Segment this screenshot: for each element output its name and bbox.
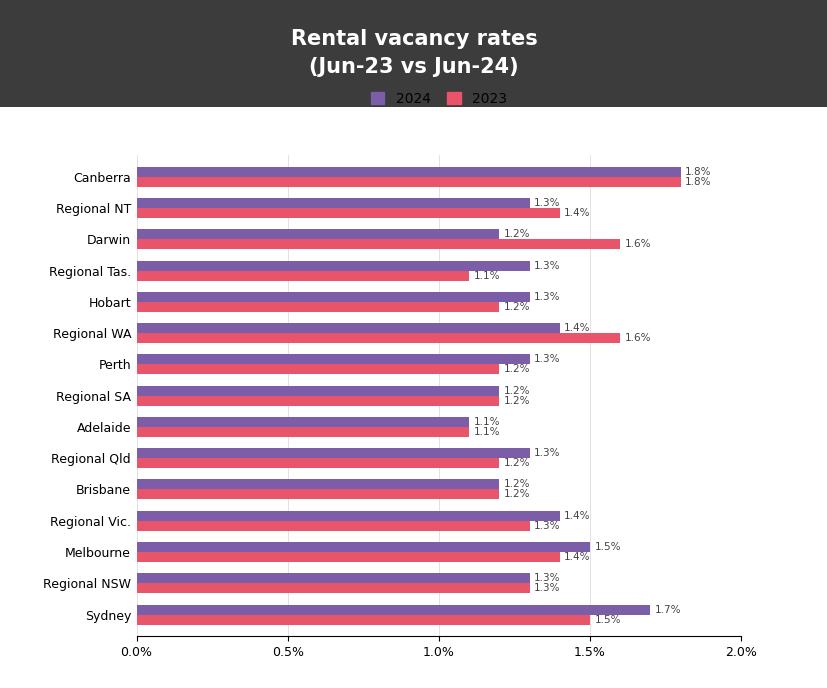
Text: 1.3%: 1.3% (533, 354, 560, 365)
Text: 1.3%: 1.3% (533, 261, 560, 270)
Text: 1.3%: 1.3% (533, 292, 560, 302)
Text: Rental vacancy rates
(Jun-23 vs Jun-24): Rental vacancy rates (Jun-23 vs Jun-24) (290, 30, 537, 77)
Bar (136, 365, 499, 374)
Text: 1.1%: 1.1% (473, 417, 500, 427)
Text: 1.2%: 1.2% (503, 458, 529, 468)
Bar (136, 166, 680, 177)
Bar (136, 302, 499, 312)
Text: 1.7%: 1.7% (654, 605, 681, 614)
Text: 1.3%: 1.3% (533, 521, 560, 530)
Bar (136, 239, 619, 249)
Bar (136, 458, 499, 468)
Text: 1.2%: 1.2% (503, 396, 529, 406)
Bar (136, 573, 529, 583)
Text: 1.4%: 1.4% (563, 208, 590, 218)
Bar (136, 448, 529, 458)
Bar (136, 208, 559, 218)
Legend: 2024, 2023: 2024, 2023 (370, 92, 507, 106)
Text: 1.4%: 1.4% (563, 510, 590, 521)
Bar (136, 427, 469, 437)
Bar (136, 292, 529, 302)
Bar (136, 333, 619, 343)
Text: 1.1%: 1.1% (473, 427, 500, 437)
Bar (136, 177, 680, 186)
Bar (136, 583, 529, 593)
Text: 1.2%: 1.2% (503, 229, 529, 239)
Text: 1.8%: 1.8% (684, 166, 710, 177)
Text: 1.2%: 1.2% (503, 385, 529, 396)
Bar (136, 605, 650, 614)
Text: 1.6%: 1.6% (624, 239, 650, 249)
Text: 1.2%: 1.2% (503, 302, 529, 312)
Text: 1.5%: 1.5% (594, 614, 620, 625)
Text: 1.3%: 1.3% (533, 573, 560, 583)
Text: 1.1%: 1.1% (473, 270, 500, 281)
Bar (136, 489, 499, 499)
Bar (136, 510, 559, 521)
Bar (136, 385, 499, 396)
Bar (136, 396, 499, 406)
Text: 1.4%: 1.4% (563, 552, 590, 562)
Text: 1.3%: 1.3% (533, 198, 560, 208)
Bar (136, 480, 499, 489)
Bar (136, 229, 499, 239)
Bar (136, 323, 559, 333)
Bar (136, 354, 529, 365)
Bar (136, 417, 469, 427)
Bar (136, 542, 589, 552)
Bar (136, 261, 529, 270)
Bar (136, 614, 589, 625)
Text: 1.4%: 1.4% (563, 323, 590, 333)
Bar (136, 198, 529, 208)
Bar (136, 552, 559, 562)
Text: 1.5%: 1.5% (594, 542, 620, 552)
Text: 1.3%: 1.3% (533, 448, 560, 458)
Text: 1.2%: 1.2% (503, 365, 529, 374)
Bar (136, 521, 529, 530)
Text: 1.6%: 1.6% (624, 333, 650, 343)
Text: 1.3%: 1.3% (533, 583, 560, 593)
Bar (136, 270, 469, 281)
Text: 1.2%: 1.2% (503, 489, 529, 499)
Text: 1.2%: 1.2% (503, 480, 529, 489)
Text: 1.8%: 1.8% (684, 177, 710, 186)
